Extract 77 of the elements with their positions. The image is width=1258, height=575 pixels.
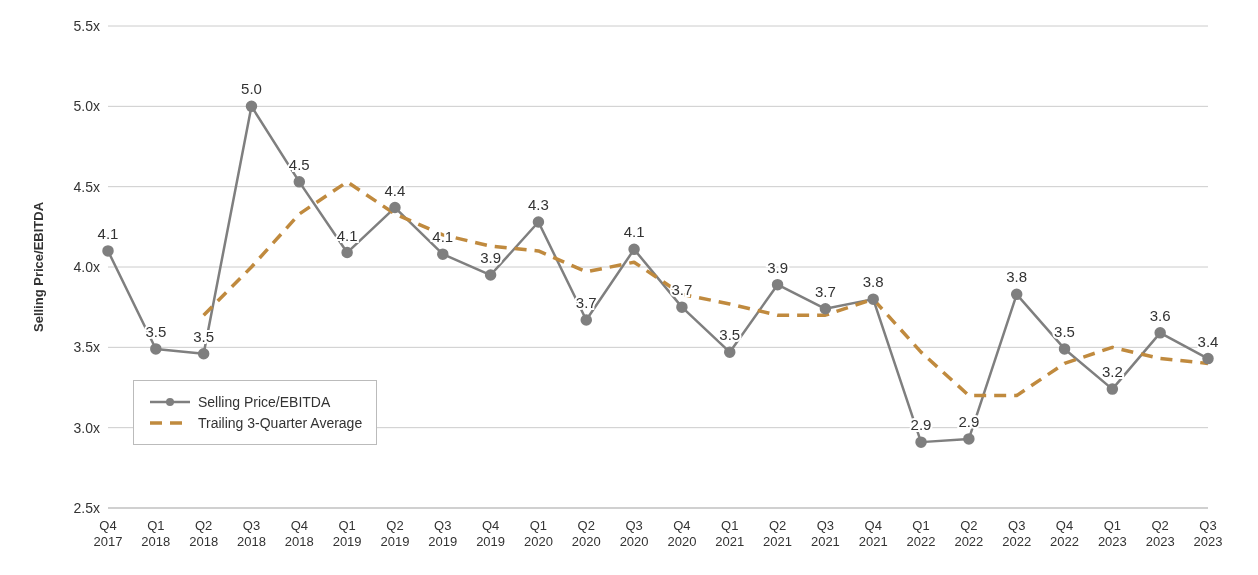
point: [1154, 327, 1166, 339]
point: [1010, 288, 1023, 301]
x-tick-label: Q1 2018: [141, 518, 171, 549]
y-tick-label: 3.5x: [73, 339, 100, 356]
y-tick-label: 4.0x: [73, 258, 100, 275]
data-label: 4.1: [336, 226, 358, 244]
x-tick-label: Q3 2023: [1193, 518, 1223, 549]
point: [437, 248, 449, 260]
x-tick-label: Q4 2020: [667, 518, 697, 549]
x-tick-label: Q4 2022: [1050, 518, 1079, 549]
point: [245, 100, 258, 113]
x-tick-label: Q4 2019: [476, 518, 506, 549]
x-tick-label: Q2 2021: [763, 518, 793, 549]
point: [867, 293, 879, 305]
x-tick-label: Q3 2018: [237, 518, 266, 549]
data-label: 3.8: [1006, 268, 1028, 286]
legend-label: Selling Price/EBITDA: [198, 394, 331, 410]
point: [341, 246, 353, 259]
x-tick-label: Q4 2017: [93, 518, 123, 549]
data-label: 4.3: [528, 196, 549, 214]
point: [102, 245, 114, 257]
point: [1058, 343, 1071, 355]
data-label: 3.6: [1149, 306, 1171, 324]
x-tick-label: Q4 2018: [284, 518, 314, 549]
data-label: 3.8: [862, 273, 884, 291]
x-tick-label: Q1 2020: [523, 518, 553, 549]
point: [484, 269, 497, 281]
y-axis-title: Selling Price/EBITDA: [30, 201, 46, 333]
point: [1106, 383, 1119, 395]
point: [723, 346, 736, 358]
y-tick-label: 2.5x: [73, 499, 100, 516]
x-tick-label: Q3 2022: [1002, 518, 1032, 549]
data-label: 4.4: [384, 181, 406, 199]
x-tick-label: Q2 2018: [189, 518, 219, 549]
data-label: 3.7: [814, 282, 836, 300]
data-label: 4.1: [623, 223, 645, 241]
data-label: 3.9: [767, 258, 788, 276]
y-tick-label: 5.0x: [73, 98, 100, 115]
point: [676, 301, 688, 313]
point: [293, 176, 306, 188]
x-tick-label: Q2 2019: [380, 518, 410, 549]
point: [532, 216, 545, 228]
legend-label: Trailing 3-Quarter Average: [198, 415, 363, 431]
x-tick-label: Q4 2021: [858, 518, 888, 549]
point: [580, 314, 593, 326]
data-label: 3.2: [1101, 363, 1123, 381]
data-label: 3.9: [480, 249, 502, 267]
y-tick-label: 5.5x: [73, 17, 100, 34]
point: [915, 436, 927, 448]
point: [1202, 352, 1214, 365]
x-tick-label: Q2 2022: [954, 518, 984, 549]
data-label: 4.5: [288, 155, 310, 173]
data-label: 3.5: [1054, 322, 1075, 340]
x-tick-label: Q2 2023: [1145, 518, 1175, 549]
data-label: 4.1: [97, 224, 119, 242]
data-label: 4.1: [432, 228, 454, 246]
point: [628, 243, 640, 256]
x-tick-label: Q2 2020: [571, 518, 601, 549]
x-tick-label: Q1 2022: [906, 518, 936, 549]
point: [150, 343, 162, 355]
point: [197, 348, 210, 360]
point: [389, 201, 401, 214]
point: [819, 303, 832, 315]
point: [963, 433, 975, 445]
x-tick-label: Q3 2021: [810, 518, 840, 549]
data-label: 3.5: [719, 326, 741, 344]
x-tick-label: Q3 2019: [428, 518, 458, 549]
x-tick-label: Q1 2021: [715, 518, 745, 549]
data-label: 5.0: [241, 80, 262, 98]
data-label: 3.7: [671, 281, 693, 299]
x-tick-label: Q3 2020: [619, 518, 649, 549]
point: [771, 278, 784, 291]
data-label: 3.4: [1197, 332, 1219, 350]
y-tick-label: 4.5x: [73, 178, 100, 195]
x-tick-label: Q1 2023: [1097, 518, 1127, 549]
x-tick-label: Q1 2019: [332, 518, 362, 549]
y-tick-label: 3.0x: [73, 419, 100, 436]
